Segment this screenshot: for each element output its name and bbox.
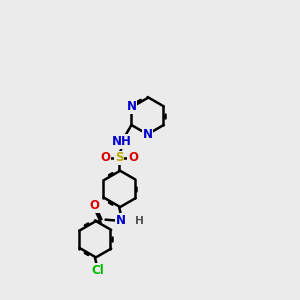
Text: N: N	[126, 100, 136, 113]
Text: Cl: Cl	[92, 263, 104, 277]
Text: NH: NH	[112, 135, 132, 148]
Text: H: H	[135, 216, 144, 226]
Text: O: O	[89, 199, 99, 212]
Text: N: N	[116, 214, 126, 227]
Text: O: O	[128, 152, 138, 164]
Text: S: S	[115, 152, 124, 164]
Text: O: O	[100, 152, 110, 164]
Text: N: N	[142, 128, 152, 141]
